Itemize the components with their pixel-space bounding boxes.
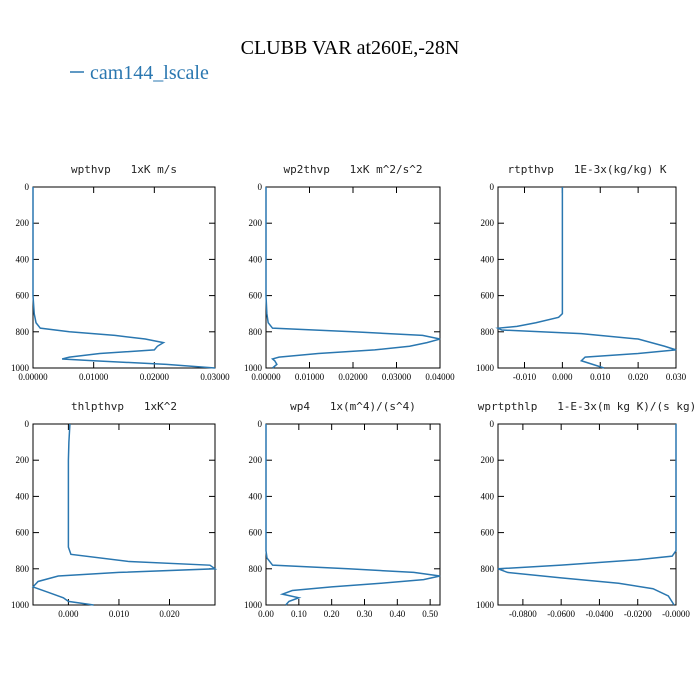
y-tick-label: 400 xyxy=(16,491,30,501)
panel-title: wpthvp 1xK m/s xyxy=(71,163,177,176)
y-tick-label: 400 xyxy=(249,254,263,264)
x-tick-label: -0.0200 xyxy=(624,609,652,619)
plot-frame xyxy=(497,186,677,369)
profile-line xyxy=(265,187,441,369)
x-tick-label: 0.010 xyxy=(109,609,130,619)
y-tick-label: 200 xyxy=(481,455,495,465)
legend: cam144_lscale xyxy=(70,62,209,84)
y-tick-label: 800 xyxy=(16,327,30,337)
y-tick-label: 1000 xyxy=(11,363,30,373)
y-tick-label: 400 xyxy=(481,254,495,264)
y-tick-label: 600 xyxy=(249,528,263,538)
x-tick-label: 0.10 xyxy=(291,609,307,619)
y-tick-label: 800 xyxy=(481,564,495,574)
x-tick-label: 0.00000 xyxy=(18,372,48,382)
y-tick-label: 1000 xyxy=(476,600,495,610)
y-tick-label: 600 xyxy=(16,291,30,301)
x-tick-label: 0.01000 xyxy=(79,372,109,382)
y-tick-label: 800 xyxy=(249,564,263,574)
y-tick-label: 800 xyxy=(481,327,495,337)
x-tick-label: 0.000 xyxy=(552,372,573,382)
y-tick-label: 0 xyxy=(25,419,30,429)
plot-frame xyxy=(32,186,216,369)
y-tick-label: 600 xyxy=(249,291,263,301)
y-tick-label: 0 xyxy=(258,182,263,192)
y-tick-label: 400 xyxy=(16,254,30,264)
x-tick-label: 0.020 xyxy=(159,609,180,619)
x-tick-label: -0.0800 xyxy=(509,609,537,619)
panel-title: rtpthvp 1E-3x(kg/kg) K xyxy=(508,163,667,176)
x-tick-label: -0.010 xyxy=(513,372,537,382)
x-tick-label: 0.010 xyxy=(590,372,611,382)
x-tick-label: 0.02000 xyxy=(338,372,368,382)
x-tick-label: -0.0000 xyxy=(662,609,690,619)
x-tick-label: 0.50 xyxy=(422,609,438,619)
y-tick-label: 800 xyxy=(249,327,263,337)
y-tick-label: 400 xyxy=(249,491,263,501)
legend-label: cam144_lscale xyxy=(90,62,209,84)
x-tick-label: -0.0600 xyxy=(547,609,575,619)
panel-title: wprtpthlp 1-E-3x(m kg K)/(s kg) xyxy=(478,400,697,413)
x-tick-label: 0.40 xyxy=(389,609,405,619)
y-tick-label: 1000 xyxy=(244,363,263,373)
x-tick-label: 0.02000 xyxy=(140,372,170,382)
x-tick-label: 0.30 xyxy=(357,609,373,619)
profile-line xyxy=(497,424,677,606)
x-tick-label: 0.020 xyxy=(628,372,649,382)
panel-title: wp4 1x(m^4)/(s^4) xyxy=(290,400,416,413)
profile-line xyxy=(31,423,218,606)
y-tick-label: 200 xyxy=(16,455,30,465)
x-tick-label: 0.01000 xyxy=(295,372,325,382)
x-tick-label: 0.20 xyxy=(324,609,340,619)
plot-frame xyxy=(265,423,441,606)
y-tick-label: 0 xyxy=(490,182,495,192)
y-tick-label: 600 xyxy=(481,291,495,301)
y-tick-label: 400 xyxy=(481,491,495,501)
y-tick-label: 200 xyxy=(249,218,263,228)
y-tick-label: 600 xyxy=(481,528,495,538)
y-tick-label: 200 xyxy=(249,455,263,465)
x-tick-label: 0.03000 xyxy=(200,372,230,382)
y-tick-label: 0 xyxy=(490,419,495,429)
x-tick-label: 0.03000 xyxy=(382,372,412,382)
y-tick-label: 0 xyxy=(25,182,30,192)
x-tick-label: 0.04000 xyxy=(425,372,455,382)
chart-title: CLUBB VAR at260E,-28N xyxy=(241,37,460,59)
panel-title: wp2thvp 1xK m^2/s^2 xyxy=(283,163,422,176)
y-tick-label: 200 xyxy=(481,218,495,228)
y-tick-label: 0 xyxy=(258,419,263,429)
x-tick-label: -0.0400 xyxy=(586,609,614,619)
x-tick-label: 0.030 xyxy=(666,372,687,382)
y-tick-label: 800 xyxy=(16,564,30,574)
plot-frame xyxy=(265,186,441,369)
plot-frame xyxy=(497,423,677,606)
y-tick-label: 200 xyxy=(16,218,30,228)
profile-line xyxy=(265,424,441,606)
y-tick-label: 1000 xyxy=(476,363,495,373)
profile-line xyxy=(32,187,216,369)
x-tick-label: 0.00 xyxy=(258,609,274,619)
profile-line xyxy=(495,187,677,369)
x-tick-label: 0.000 xyxy=(58,609,79,619)
y-tick-label: 600 xyxy=(16,528,30,538)
y-tick-label: 1000 xyxy=(244,600,263,610)
plot-frame xyxy=(32,423,216,606)
panel-title: thlpthvp 1xK^2 xyxy=(71,400,177,413)
x-tick-label: 0.00000 xyxy=(251,372,281,382)
y-tick-label: 1000 xyxy=(11,600,30,610)
